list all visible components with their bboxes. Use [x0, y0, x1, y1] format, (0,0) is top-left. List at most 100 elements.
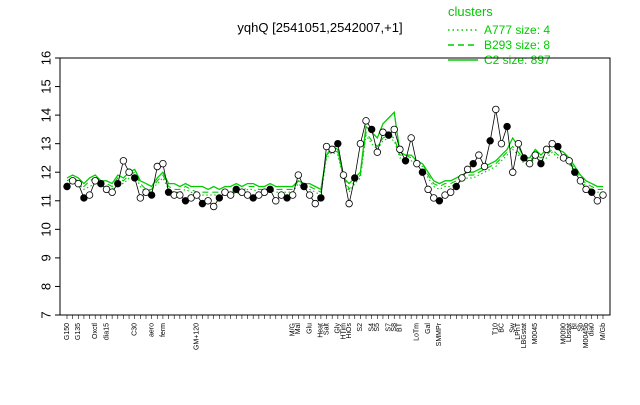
- x-tick-label: M0090: [560, 323, 567, 345]
- data-point: [492, 105, 500, 114]
- data-point: [362, 117, 370, 125]
- y-tick-label: 14: [38, 108, 53, 122]
- x-tick-label: BT: [397, 322, 404, 332]
- data-point: [351, 174, 359, 182]
- x-tick-label: BC: [498, 323, 505, 333]
- data-point: [576, 177, 585, 185]
- data-point: [339, 171, 348, 179]
- data-point: [108, 188, 116, 196]
- data-point: [599, 191, 607, 199]
- data-point: [215, 194, 224, 202]
- legend-label: B293 size: 8: [484, 38, 550, 52]
- x-tick-label: Glu: [306, 323, 313, 334]
- legend-label: C2 size: 897: [484, 53, 551, 67]
- data-point: [554, 142, 562, 151]
- data-point: [418, 168, 427, 176]
- y-tick-label: 10: [38, 222, 53, 236]
- data-point: [74, 179, 82, 188]
- x-tick-label: SMMPr: [436, 322, 443, 346]
- x-tick-label: S7: [385, 323, 392, 332]
- y-tick-label: 13: [38, 136, 53, 150]
- data-point: [542, 145, 551, 154]
- data-point: [458, 174, 466, 182]
- data-point: [97, 179, 105, 188]
- data-point: [424, 185, 432, 194]
- data-point: [114, 179, 122, 188]
- data-point: [305, 191, 314, 199]
- y-tick-label: 8: [38, 283, 53, 290]
- x-tick-label: Sw: [510, 322, 517, 333]
- data-point: [401, 157, 410, 165]
- x-tick-label: LPhT: [515, 322, 522, 339]
- y-tick-label: 7: [38, 311, 53, 318]
- data-point: [588, 188, 596, 196]
- legend-title: clusters: [448, 4, 493, 19]
- data-point: [226, 191, 235, 199]
- x-tick-label: M0045: [532, 323, 539, 345]
- y-tick-label: 11: [38, 194, 53, 208]
- data-point: [147, 191, 156, 199]
- x-tick-label: LoTm: [414, 323, 421, 341]
- data-point: [396, 145, 404, 154]
- data-point: [497, 139, 506, 148]
- x-tick-label: Mal: [295, 323, 302, 335]
- x-tick-label: Gly: [335, 323, 342, 334]
- x-tick-label: S5: [374, 323, 381, 332]
- x-tick-label: T10: [493, 323, 500, 335]
- x-tick-label: Lbstat: [566, 323, 573, 342]
- x-tick-label: dia0: [589, 323, 596, 336]
- x-tick-label: BI: [572, 323, 579, 330]
- profile-line: [66, 109, 604, 208]
- data-point: [272, 197, 280, 205]
- y-tick-label: 12: [38, 165, 53, 179]
- x-tick-label: M/G: [290, 323, 297, 336]
- data-point: [514, 139, 523, 148]
- chart-title: yqhQ [2541051,2542007,+1]: [237, 20, 402, 35]
- data-point: [63, 182, 71, 191]
- data-point: [367, 125, 376, 134]
- legend-label: A777 size: 4: [484, 23, 550, 37]
- plot-frame: [59, 57, 611, 316]
- data-point: [300, 182, 308, 191]
- x-tick-label: Salt: [323, 323, 330, 335]
- x-tick-label: S2: [357, 323, 364, 332]
- x-tick-label: dia15: [103, 323, 110, 340]
- data-point: [469, 159, 477, 168]
- data-point: [531, 151, 539, 159]
- data-point: [463, 165, 472, 174]
- data-point: [204, 197, 212, 205]
- data-point: [384, 131, 393, 139]
- x-tick-label: M/Gb: [600, 323, 607, 340]
- data-point: [435, 197, 444, 205]
- y-tick-label: 16: [38, 51, 53, 65]
- data-point: [565, 157, 573, 165]
- data-point: [486, 137, 494, 145]
- data-point: [334, 139, 342, 148]
- data-point: [475, 151, 483, 159]
- data-point: [317, 194, 325, 202]
- data-point: [407, 134, 415, 142]
- data-point: [446, 188, 455, 196]
- x-tick-label: GM+120: [194, 323, 201, 350]
- data-point: [452, 182, 461, 191]
- data-point: [373, 148, 382, 156]
- x-tick-label: LBGstat: [521, 323, 528, 348]
- data-point: [131, 174, 139, 182]
- data-point: [85, 191, 94, 199]
- data-point: [125, 168, 133, 176]
- data-point: [390, 125, 398, 134]
- x-tick-label: Sb: [577, 323, 584, 332]
- data-point: [176, 191, 184, 199]
- data-point: [413, 159, 421, 168]
- x-tick-label: C30: [132, 323, 139, 336]
- plot-layer: 7 8 9 10 11 12 13 14 15 16 G150 G135 Oxctl dia15 C30 ae…: [38, 51, 611, 350]
- x-tick-label: Oxctl: [92, 323, 99, 339]
- x-tick-label: HiOs: [346, 323, 353, 339]
- data-point: [294, 171, 303, 179]
- data-point: [509, 168, 517, 176]
- data-point: [503, 122, 511, 131]
- data-point: [593, 197, 602, 205]
